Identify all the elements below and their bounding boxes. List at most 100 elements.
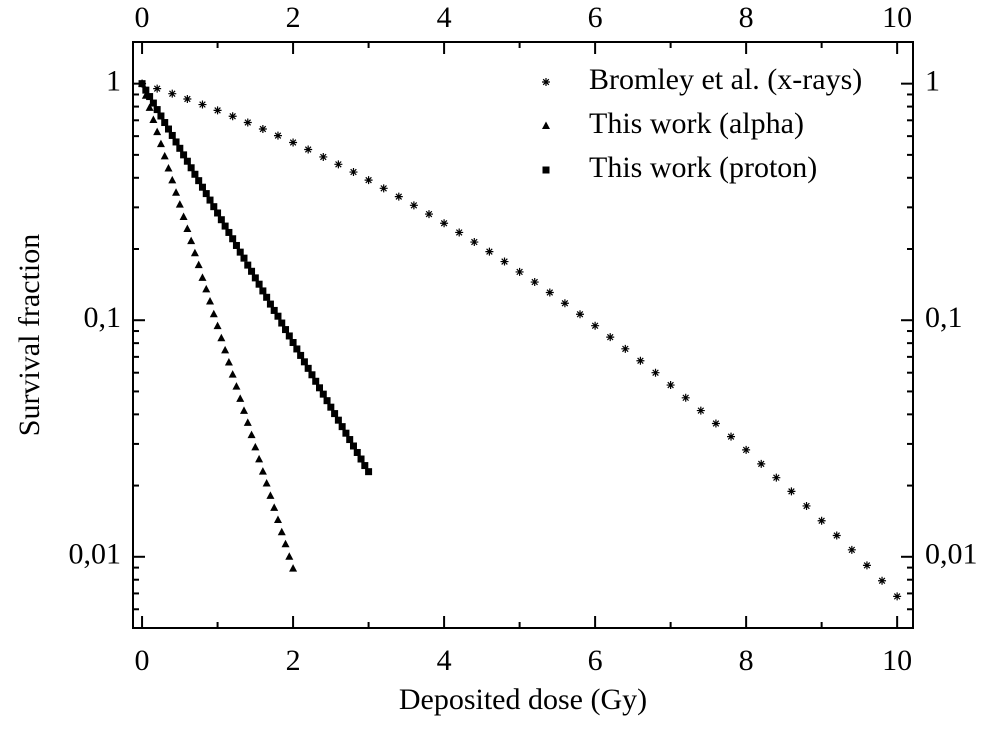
data-point <box>847 545 856 554</box>
data-point <box>247 430 256 439</box>
data-point <box>251 442 260 451</box>
data-point <box>194 260 203 269</box>
data-point <box>666 381 675 390</box>
data-point <box>236 248 244 256</box>
x-tick-label: 0 <box>135 644 150 677</box>
data-point <box>232 241 240 249</box>
data-point <box>228 112 237 121</box>
data-point <box>346 436 354 444</box>
data-point <box>251 274 259 282</box>
data-point <box>470 238 479 247</box>
data-point <box>232 382 241 390</box>
data-point <box>149 99 157 107</box>
data-point <box>258 125 267 134</box>
data-point <box>349 168 358 177</box>
data-point <box>187 236 196 245</box>
y-tick-label-right: 1 <box>925 65 940 98</box>
x-tick-label-top: 0 <box>135 1 150 34</box>
x-tick-label-top: 2 <box>286 1 301 34</box>
y-tick-label: 1 <box>106 65 121 98</box>
data-point <box>213 321 222 330</box>
data-point <box>239 406 248 414</box>
data-point <box>545 288 554 297</box>
data-point <box>224 357 233 366</box>
data-point <box>175 200 184 208</box>
data-point <box>161 119 169 127</box>
data-point <box>651 368 660 377</box>
data-point <box>168 131 176 139</box>
data-point <box>266 491 275 499</box>
data-point <box>198 183 206 191</box>
data-point <box>727 432 736 441</box>
data-point <box>259 287 267 295</box>
data-point <box>696 406 705 415</box>
data-point <box>285 332 293 340</box>
x-tick-label: 2 <box>286 644 301 677</box>
data-point <box>176 144 184 152</box>
data-point <box>168 89 177 98</box>
data-point <box>297 351 305 359</box>
data-point <box>214 209 222 217</box>
data-point <box>180 151 188 159</box>
y-tick-label: 0,01 <box>69 538 122 571</box>
data-point <box>379 184 388 193</box>
data-point <box>304 364 312 372</box>
data-point <box>530 278 539 287</box>
data-point <box>153 127 162 136</box>
data-point <box>228 370 237 378</box>
data-point <box>576 310 585 319</box>
x-tick-label: 4 <box>437 644 452 677</box>
data-point <box>168 175 177 184</box>
data-point <box>394 192 403 201</box>
data-point <box>278 319 286 327</box>
legend-label: This work (alpha) <box>589 107 804 140</box>
data-point <box>316 384 324 392</box>
x-tick-label-top: 6 <box>588 1 603 34</box>
data-point <box>198 273 207 281</box>
data-point <box>236 394 245 402</box>
data-point <box>308 371 316 379</box>
data-point <box>258 467 267 475</box>
data-point <box>187 164 195 172</box>
data-point <box>164 125 172 133</box>
plot-frame <box>132 41 914 629</box>
data-point <box>455 228 464 237</box>
x-tick-label-top: 8 <box>739 1 754 34</box>
data-point <box>145 103 154 111</box>
data-point <box>319 390 327 398</box>
data-point <box>591 321 600 330</box>
data-point <box>206 296 215 305</box>
data-point <box>217 333 226 342</box>
x-tick-label: 6 <box>588 644 603 677</box>
data-point <box>331 410 339 418</box>
data-point <box>172 188 181 196</box>
data-point <box>221 222 229 230</box>
data-point <box>213 106 222 115</box>
data-point <box>210 203 218 211</box>
data-point <box>160 151 169 160</box>
data-point <box>255 280 263 288</box>
data-point <box>293 345 301 353</box>
data-point <box>273 515 282 524</box>
data-point <box>312 377 320 385</box>
data-point <box>248 267 256 275</box>
data-point <box>353 448 361 456</box>
data-point <box>500 257 509 266</box>
data-point <box>202 190 210 198</box>
data-point <box>217 216 225 224</box>
data-point <box>365 468 373 476</box>
data-point <box>323 397 331 405</box>
data-point <box>157 112 165 120</box>
data-point <box>243 118 252 127</box>
x-tick-label: 8 <box>739 644 754 677</box>
data-point <box>183 157 191 165</box>
data-point <box>221 345 230 354</box>
data-point <box>138 80 146 88</box>
data-point <box>440 219 449 228</box>
data-point <box>621 344 630 353</box>
x-axis-label: Deposited dose (Gy) <box>399 683 647 716</box>
data-point <box>153 106 161 114</box>
data-point <box>198 100 207 109</box>
data-point <box>300 358 308 366</box>
